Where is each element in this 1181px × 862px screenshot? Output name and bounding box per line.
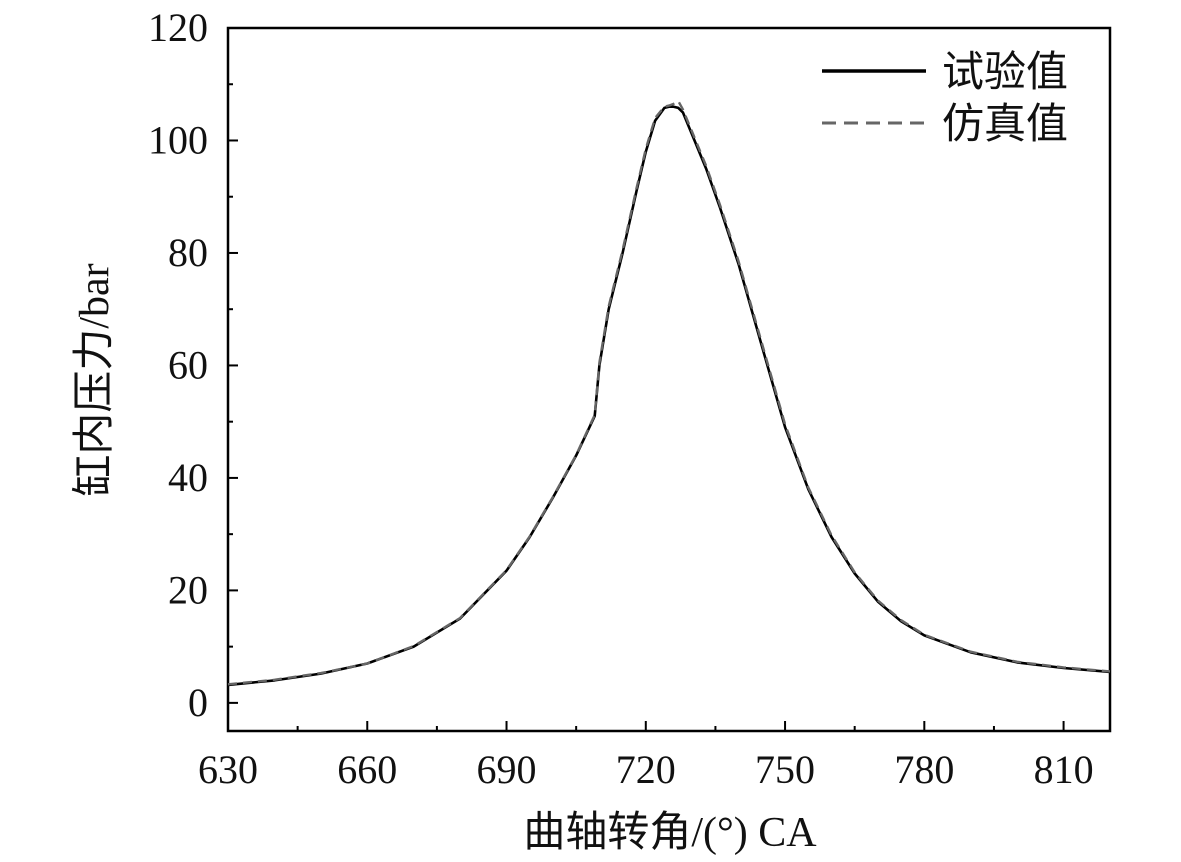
x-tick-label: 750 (755, 747, 815, 792)
plot-border (226, 26, 1112, 733)
series-line-1 (227, 105, 1111, 687)
x-axis: 630 660 690 720 750 780 810 (198, 721, 1094, 792)
y-tick-label: 0 (188, 680, 208, 725)
y-axis-title: 缸内压力/bar (71, 263, 118, 496)
plot-frame (226, 26, 1112, 733)
legend-label-1: 试验值 (942, 49, 1068, 96)
series-layer (227, 99, 1111, 687)
y-tick-label: 120 (148, 5, 208, 50)
y-tick-label: 100 (148, 117, 208, 162)
y-tick-label: 80 (168, 230, 208, 275)
x-tick-label: 720 (616, 747, 676, 792)
x-tick-label: 810 (1034, 747, 1094, 792)
x-tick-label: 780 (894, 747, 954, 792)
x-tick-label: 630 (198, 747, 258, 792)
legend-label-2: 仿真值 (942, 102, 1068, 148)
series-line-2 (227, 99, 1111, 686)
x-tick-label: 690 (477, 747, 537, 792)
x-tick-label: 660 (337, 747, 397, 792)
y-tick-label: 20 (168, 567, 208, 612)
y-tick-label: 60 (168, 342, 208, 387)
y-tick-label: 40 (168, 455, 208, 500)
x-axis-title: 曲轴转角/(°) CA (523, 810, 817, 856)
y-axis: 0 20 40 60 80 100 120 (148, 5, 238, 725)
